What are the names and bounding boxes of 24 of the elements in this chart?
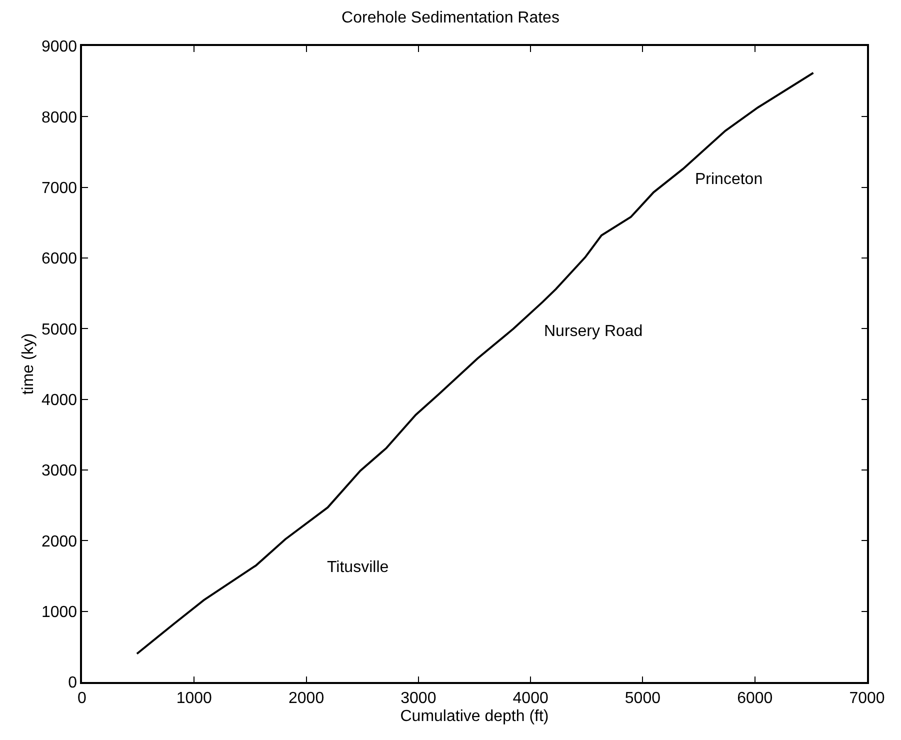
x-tick-label: 6000	[737, 690, 773, 707]
y-tick-label: 0	[68, 674, 78, 692]
annotation: Titusville	[327, 559, 389, 576]
y-tick-label: 6000	[41, 250, 78, 268]
y-tick-label: 9000	[41, 38, 78, 56]
y-tick-label: 2000	[41, 533, 78, 550]
y-tick-label: 7000	[41, 180, 78, 197]
x-tick-label: 3000	[400, 690, 436, 707]
line-series	[136, 72, 814, 655]
x-tick-label: 1000	[176, 690, 212, 707]
annotation: Nursery Road	[544, 323, 643, 340]
x-tick-label: 7000	[849, 690, 885, 707]
x-tick-label: 2000	[288, 690, 324, 707]
y-tick-label: 3000	[41, 462, 78, 480]
x-axis-title: Cumulative depth (ft)	[400, 708, 549, 726]
y-tick-label: 5000	[41, 321, 78, 338]
y-tick-label: 8000	[41, 109, 78, 126]
y-tick-label: 4000	[41, 392, 78, 409]
annotation: Princeton	[695, 171, 763, 188]
x-tick-label: 5000	[624, 690, 661, 707]
x-tick-label: 4000	[512, 690, 548, 707]
y-tick-label: 1000	[41, 604, 78, 621]
chart-title: Corehole Sedimentation Rates	[342, 9, 560, 26]
y-axis-title: time (ky)	[20, 333, 37, 395]
